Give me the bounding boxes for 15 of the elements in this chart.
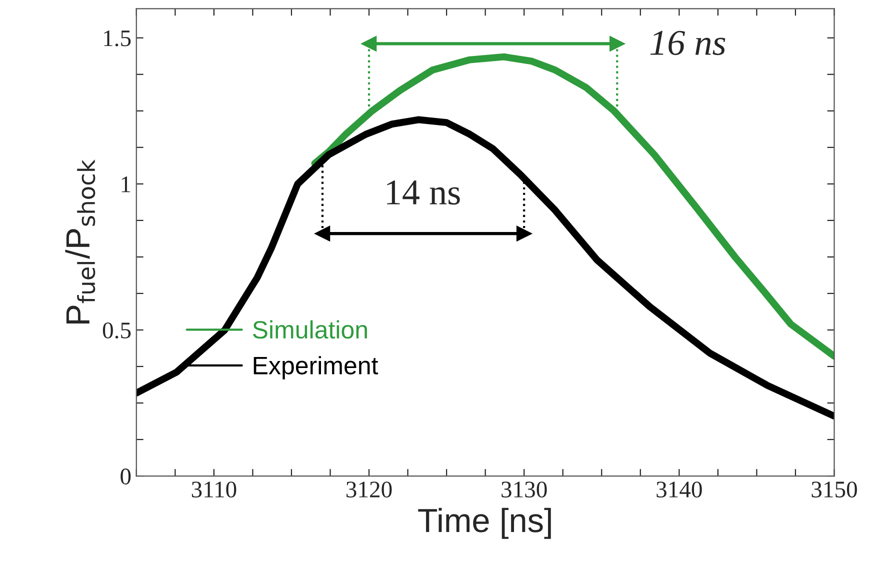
x-tick-label: 3110 xyxy=(192,482,236,498)
y-tick-label: 1.5 xyxy=(104,30,131,46)
annotation: 16 ns xyxy=(650,30,726,56)
annotation: 14 ns xyxy=(387,180,460,205)
x-axis-title: Time [ns] xyxy=(418,508,551,539)
y-axis-title: P$_{fuel}$/P$_{shock}$ xyxy=(65,160,96,324)
y-tick-label: 1 xyxy=(122,176,130,192)
y-tick-label: 0.5 xyxy=(102,322,131,338)
x-tick-label: 3140 xyxy=(656,482,702,498)
legend-label: Experiment xyxy=(254,356,378,380)
x-tick-label: 3120 xyxy=(346,482,392,498)
x-tick-label: 3130 xyxy=(502,482,547,498)
legend-label: Simulation xyxy=(252,320,367,339)
x-tick-label: 3150 xyxy=(812,482,857,498)
y-tick-label: 0 xyxy=(120,468,131,484)
